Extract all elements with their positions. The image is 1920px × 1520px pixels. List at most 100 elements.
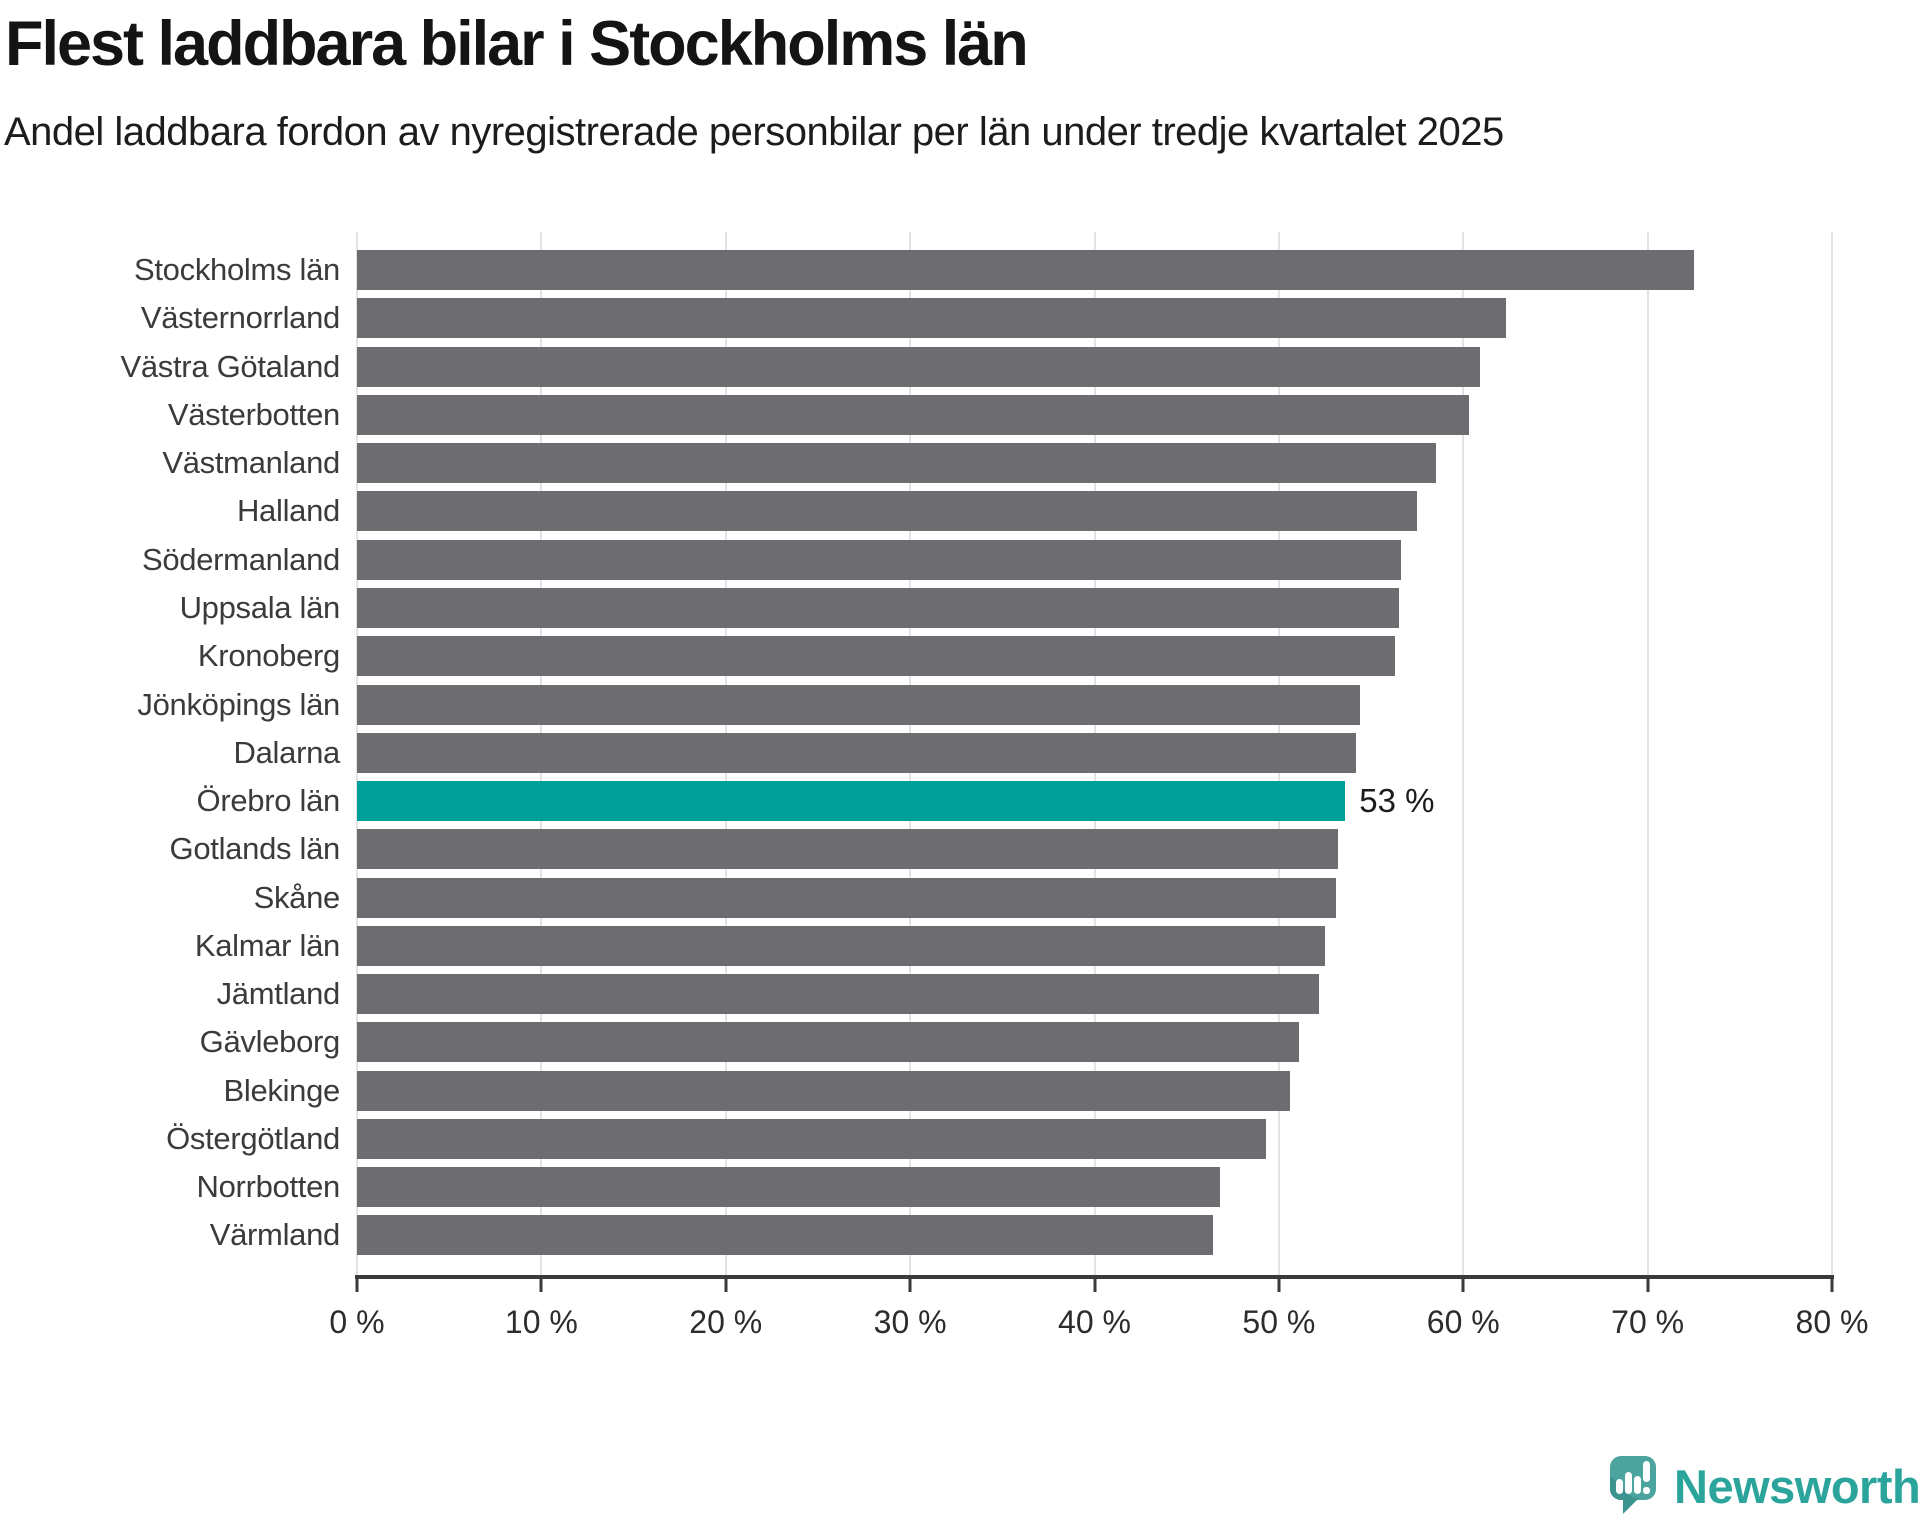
category-label: Jönköpings län bbox=[137, 686, 340, 722]
x-tick-mark bbox=[1830, 1279, 1834, 1292]
chart-icon-bar bbox=[1616, 1479, 1623, 1494]
x-tick-label: 40 % bbox=[1058, 1304, 1131, 1340]
chart-row: Blekinge bbox=[0, 1067, 1832, 1115]
bar-track bbox=[357, 636, 1832, 677]
bar-track bbox=[357, 732, 1832, 773]
category-label: Gotlands län bbox=[169, 831, 341, 867]
x-tick-label: 10 % bbox=[504, 1304, 578, 1340]
bar bbox=[357, 732, 1357, 773]
x-tick-label: 20 % bbox=[689, 1304, 763, 1340]
bar-track bbox=[357, 539, 1832, 580]
bar-track bbox=[357, 298, 1832, 339]
category-label: Norrbotten bbox=[196, 1169, 341, 1205]
category-label: Kalmar län bbox=[194, 927, 340, 963]
newsworthy-bubble-chart-icon bbox=[1610, 1456, 1656, 1516]
highlight-value-label: 53 % bbox=[1359, 782, 1435, 820]
chart-row: Västra Götaland bbox=[0, 343, 1832, 391]
chart-subtitle: Andel laddbara fordon av nyregistrerade … bbox=[4, 110, 1504, 154]
chart-row: Örebro län 53 % bbox=[0, 777, 1832, 825]
category-label: Örebro län bbox=[196, 783, 341, 819]
category-label: Skåne bbox=[253, 879, 341, 915]
chart-row: Gotlands län bbox=[0, 825, 1832, 873]
bar bbox=[357, 250, 1694, 291]
bar-track bbox=[357, 1118, 1832, 1159]
bar bbox=[357, 298, 1506, 339]
category-label: Västerbotten bbox=[167, 396, 340, 432]
bar-highlighted bbox=[357, 781, 1346, 822]
bar-track bbox=[357, 684, 1832, 725]
x-tick-mark bbox=[1277, 1279, 1281, 1292]
speech-bubble-tail bbox=[1623, 1498, 1639, 1514]
bar-track bbox=[357, 250, 1832, 291]
bar bbox=[357, 394, 1469, 435]
bar bbox=[357, 346, 1480, 387]
category-label: Halland bbox=[236, 493, 340, 529]
category-label: Västra Götaland bbox=[120, 348, 340, 384]
chart-row: Västmanland bbox=[0, 439, 1832, 487]
newsworthy-logo: Newsworthy bbox=[1610, 1456, 1920, 1516]
chart-row: Jämtland bbox=[0, 970, 1832, 1018]
x-tick-mark bbox=[724, 1279, 728, 1292]
bar bbox=[357, 974, 1320, 1015]
x-tick-label: 50 % bbox=[1242, 1304, 1316, 1340]
chart-row: Uppsala län bbox=[0, 584, 1832, 632]
bar bbox=[357, 877, 1337, 918]
category-label: Blekinge bbox=[223, 1072, 340, 1108]
category-label: Södermanland bbox=[141, 541, 340, 577]
bar bbox=[357, 636, 1396, 677]
category-label: Kronoberg bbox=[197, 638, 340, 674]
bar bbox=[357, 587, 1399, 628]
x-tick-mark bbox=[355, 1279, 359, 1292]
x-tick-mark bbox=[908, 1279, 912, 1292]
chart-row: Dalarna bbox=[0, 729, 1832, 777]
newsworthy-wordmark: Newsworthy bbox=[1674, 1459, 1920, 1513]
bar-track: 53 % bbox=[357, 781, 1832, 822]
bar bbox=[357, 1167, 1220, 1208]
gridline bbox=[1831, 232, 1833, 1275]
bar-track bbox=[357, 974, 1832, 1015]
bar bbox=[357, 1070, 1290, 1111]
x-axis-line bbox=[355, 1275, 1834, 1279]
bar-track bbox=[357, 1215, 1832, 1256]
category-label: Jämtland bbox=[216, 976, 341, 1012]
chart-row: Stockholms län bbox=[0, 246, 1832, 294]
bar bbox=[357, 1215, 1213, 1256]
bar-track bbox=[357, 877, 1832, 918]
chart-row: Kronoberg bbox=[0, 632, 1832, 680]
chart-icon-bar bbox=[1634, 1476, 1641, 1494]
gridline bbox=[1646, 232, 1649, 1275]
bar bbox=[357, 1022, 1300, 1063]
chart-row: Västerbotten bbox=[0, 391, 1832, 439]
category-label: Dalarna bbox=[233, 734, 341, 770]
gridline bbox=[1462, 232, 1465, 1275]
chart-row: Skåne bbox=[0, 873, 1832, 921]
bar bbox=[357, 684, 1360, 725]
bar-rows: Stockholms län Västernorrland Västra Götal… bbox=[0, 246, 1832, 1260]
category-label: Östergötland bbox=[166, 1120, 340, 1156]
bar-track bbox=[357, 346, 1832, 387]
chart-row: Västernorrland bbox=[0, 294, 1832, 342]
x-tick-label: 70 % bbox=[1611, 1304, 1685, 1340]
x-tick-mark bbox=[539, 1279, 543, 1292]
x-tick-mark bbox=[1646, 1279, 1650, 1292]
bar bbox=[357, 491, 1418, 532]
category-label: Värmland bbox=[209, 1217, 341, 1253]
bar-track bbox=[357, 1070, 1832, 1111]
bar-track bbox=[357, 829, 1832, 870]
exclamation-icon bbox=[1643, 1461, 1650, 1482]
bar-track bbox=[357, 443, 1832, 484]
bar-track bbox=[357, 925, 1832, 966]
chart-row: Halland bbox=[0, 487, 1832, 535]
bar bbox=[357, 539, 1401, 580]
category-label: Uppsala län bbox=[179, 589, 341, 625]
x-tick-mark bbox=[1093, 1279, 1096, 1292]
chart-icon-bar bbox=[1625, 1472, 1632, 1494]
chart-row: Östergötland bbox=[0, 1115, 1832, 1163]
chart-title: Flest laddbara bilar i Stockholms län bbox=[5, 9, 1029, 79]
bar bbox=[357, 443, 1436, 484]
chart-row: Värmland bbox=[0, 1211, 1832, 1259]
x-tick-label: 30 % bbox=[873, 1304, 947, 1340]
x-tick-label: 0 % bbox=[329, 1304, 385, 1340]
x-tick-mark bbox=[1461, 1279, 1465, 1292]
